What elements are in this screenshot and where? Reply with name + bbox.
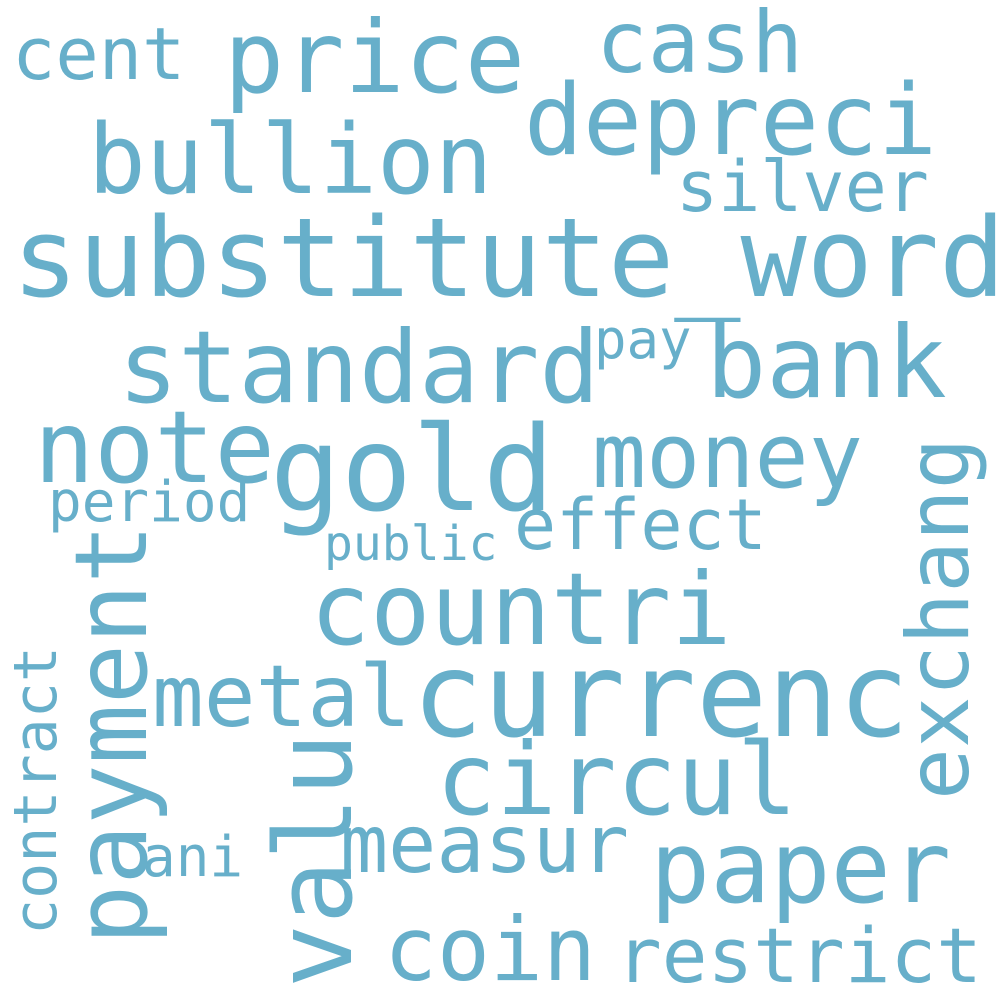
word-public: public [324, 516, 498, 572]
word-measur: measur [340, 798, 629, 891]
word-cent: cent [12, 12, 186, 96]
word-restrict: restrict [616, 911, 983, 1000]
word-bullion: bullion [88, 104, 493, 216]
word-gold: gold [270, 400, 555, 538]
word-depreci: depreci [524, 64, 938, 178]
word-exchang: exchang [889, 437, 989, 800]
word-payment: payment [53, 523, 170, 945]
word-cash: cash [596, 0, 804, 93]
word-ani: ani [142, 825, 244, 890]
word-coin: coin [384, 898, 596, 1000]
word-currenc: currenc [412, 626, 910, 764]
word-paper: paper [650, 809, 952, 926]
word-substitute_word: substitute_word [12, 194, 1000, 322]
word-note: note [34, 389, 275, 506]
word-price: price [224, 0, 526, 116]
word-bank: bank [706, 304, 947, 421]
word-money: money [592, 404, 863, 509]
word-silver: silver [676, 146, 929, 228]
word-circul: circul [436, 721, 798, 838]
word-pay: pay [594, 308, 692, 371]
word-valu: valu [253, 732, 376, 988]
word-contract: contract [1, 646, 71, 935]
word-period: period [48, 470, 251, 535]
word-standard: standard [118, 309, 600, 426]
word-countri: countri [310, 551, 732, 668]
word-metal: metal [152, 647, 411, 747]
word-effect: effect [514, 484, 767, 566]
